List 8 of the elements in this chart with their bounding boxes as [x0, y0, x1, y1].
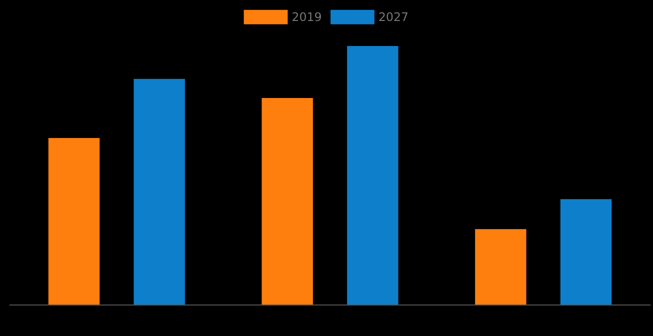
bar	[560, 199, 612, 305]
bar	[475, 229, 526, 305]
bar	[134, 78, 185, 305]
bar	[347, 46, 398, 305]
legend-label: 2019	[292, 12, 321, 22]
bar	[48, 138, 100, 305]
bar	[262, 98, 313, 305]
legend-label: 2027	[379, 12, 408, 22]
